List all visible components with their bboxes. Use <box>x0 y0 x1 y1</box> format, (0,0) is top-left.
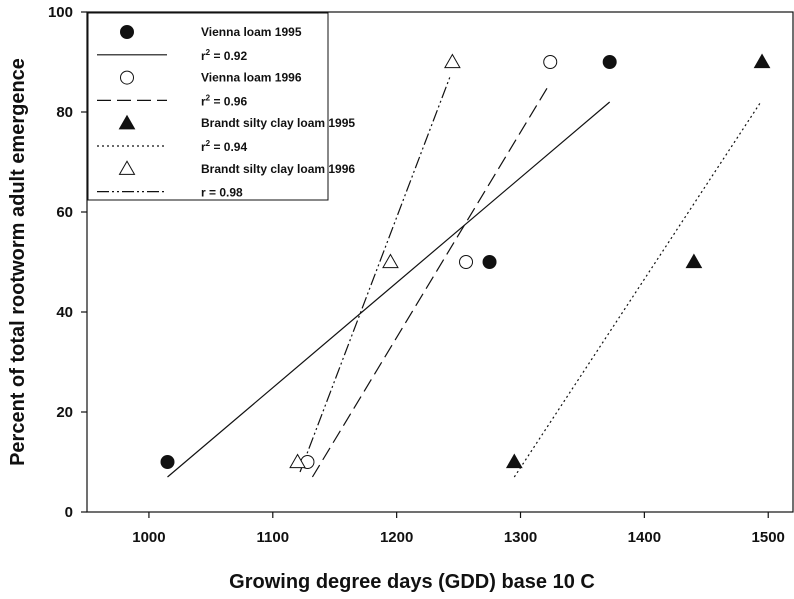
legend-fit-label-2: r2 = 0.96 <box>201 93 247 108</box>
x-tick-label: 1200 <box>380 529 413 546</box>
legend-marker-1 <box>120 25 134 39</box>
data-point-series-2 <box>459 255 474 269</box>
data-points <box>160 53 771 469</box>
data-point-series-3 <box>505 453 523 469</box>
x-tick-label: 1300 <box>504 529 537 546</box>
plot-border <box>86 11 794 513</box>
y-tick-label: 40 <box>56 304 73 321</box>
legend-label-4: Brandt silty clay loam 1996 <box>201 162 355 176</box>
legend-label-2: Vienna loam 1996 <box>201 71 302 85</box>
data-point-series-3 <box>685 253 703 269</box>
data-point-series-4 <box>444 53 461 69</box>
regression-lines <box>167 76 762 478</box>
y-tick-label: 100 <box>48 4 73 21</box>
data-point-series-4 <box>382 253 399 269</box>
legend-fit-label-4: r = 0.98 <box>201 186 243 200</box>
plot-area <box>86 11 794 513</box>
data-point-series-3 <box>753 53 771 69</box>
data-point-series-2 <box>543 55 558 69</box>
legend-fit-label-3: r2 = 0.94 <box>201 139 247 154</box>
x-tick-label: 1400 <box>628 529 661 546</box>
legend-marker-2 <box>120 70 134 85</box>
legend-fit-label-1: r2 = 0.92 <box>201 48 247 63</box>
data-point-series-4 <box>289 453 306 469</box>
y-tick-label: 0 <box>65 504 73 521</box>
y-tick-label: 80 <box>56 104 73 121</box>
y-tick-label: 20 <box>56 404 73 421</box>
fit-line-1 <box>167 101 611 478</box>
x-axis: 1000 1100 1200 1300 1400 1500 <box>132 512 785 546</box>
y-axis: 0 20 40 60 80 100 <box>48 4 87 521</box>
x-tick-label: 1500 <box>752 529 785 546</box>
y-tick-label: 60 <box>56 204 73 221</box>
x-axis-label: Growing degree days (GDD) base 10 C <box>229 571 595 593</box>
x-tick-label: 1000 <box>132 529 165 546</box>
legend-label-3: Brandt silty clay loam 1995 <box>201 116 355 130</box>
data-point-series-1 <box>482 255 497 269</box>
data-point-series-1 <box>602 55 617 69</box>
legend: Vienna loam 1995 r2 = 0.92 Vienna loam 199… <box>87 12 355 201</box>
data-point-series-1 <box>160 455 175 469</box>
legend-marker-3 <box>118 114 136 130</box>
fit-line-3 <box>513 101 762 478</box>
legend-label-1: Vienna loam 1995 <box>201 25 302 39</box>
x-tick-label: 1100 <box>257 529 290 546</box>
y-axis-label: Percent of total rootworm adult emergenc… <box>7 58 29 466</box>
legend-marker-4 <box>118 160 136 175</box>
fit-line-2 <box>311 86 549 478</box>
fit-line-4 <box>299 76 451 473</box>
